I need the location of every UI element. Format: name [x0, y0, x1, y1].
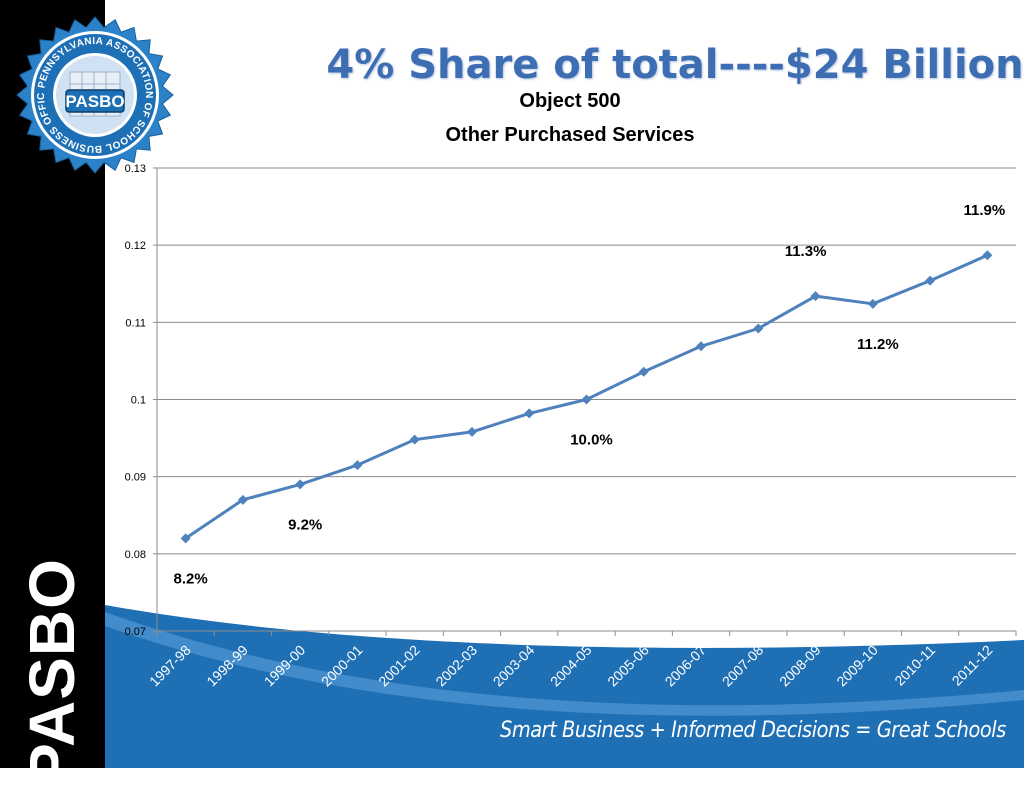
- data-point-marker: [810, 291, 821, 302]
- data-point-marker: [237, 494, 248, 505]
- footer-tagline: Smart Business + Informed Decisions = Gr…: [500, 718, 1006, 743]
- data-point-marker: [295, 479, 306, 490]
- footer-swoosh: [105, 605, 1024, 768]
- data-label: 8.2%: [174, 570, 208, 587]
- data-point-marker: [925, 275, 936, 286]
- chart-subtitle-line-2: Other Purchased Services: [445, 124, 695, 146]
- x-tick-label: 2000-01: [318, 642, 366, 690]
- x-tick-label: 2010-11: [891, 642, 938, 689]
- line-chart: 0.07 0.08 0.09 0.1 0.11 0.12 0.13 1997-98 1998-9…: [124, 163, 1017, 690]
- data-label: 11.9%: [964, 202, 1006, 219]
- y-tick-label: 0.13: [125, 163, 146, 175]
- data-point-marker: [180, 533, 191, 544]
- x-tick-label: 2008-09: [776, 642, 824, 690]
- x-tick-label: 2004-05: [547, 642, 595, 690]
- pasbo-seal-logo: PENNSYLVANIA ASSOCIATION OF SCHOOL BUSIN…: [10, 6, 176, 176]
- data-point-marker: [524, 408, 535, 419]
- data-label: 10.0%: [570, 432, 613, 449]
- data-point-marker: [982, 250, 993, 261]
- x-tick-label: 2002-03: [432, 642, 480, 690]
- y-tick-label: 0.1: [131, 395, 146, 407]
- data-point-marker: [409, 434, 420, 445]
- data-label: 11.2%: [857, 336, 899, 353]
- x-tick-label: 2003-04: [490, 642, 538, 690]
- x-tick-label: 1997-98: [146, 642, 194, 690]
- data-point-marker: [352, 460, 363, 471]
- data-label: 9.2%: [288, 516, 322, 533]
- x-tick-label: 2011-12: [949, 642, 996, 689]
- x-tick-label: 2009-10: [833, 642, 881, 690]
- seal-center-text: PASBO: [65, 92, 124, 111]
- data-point-marker: [466, 426, 477, 437]
- data-point-marker: [638, 366, 649, 377]
- x-tick-label: 2001-02: [375, 642, 423, 690]
- data-point-marker: [581, 394, 592, 405]
- y-tick-label: 0.08: [125, 549, 146, 561]
- x-tick-label: 2006-07: [662, 642, 710, 690]
- y-tick-label: 0.07: [125, 626, 146, 638]
- y-tick-label: 0.09: [125, 472, 146, 484]
- data-label: 11.3%: [785, 243, 827, 260]
- y-tick-label: 0.12: [125, 240, 146, 252]
- data-point-marker: [753, 323, 764, 334]
- x-tick-label: 1998-99: [203, 642, 251, 690]
- page-title: 4% Share of total----$24 Billion: [326, 42, 1024, 88]
- y-tick-label: 0.11: [125, 317, 146, 329]
- data-point-marker: [867, 298, 878, 309]
- x-tick-label: 2005-06: [604, 642, 652, 690]
- x-tick-label: 2007-08: [719, 642, 767, 690]
- x-tick-label: 1999-00: [261, 642, 309, 690]
- data-point-marker: [696, 341, 707, 352]
- chart-subtitle-line-1: Object 500: [519, 90, 621, 112]
